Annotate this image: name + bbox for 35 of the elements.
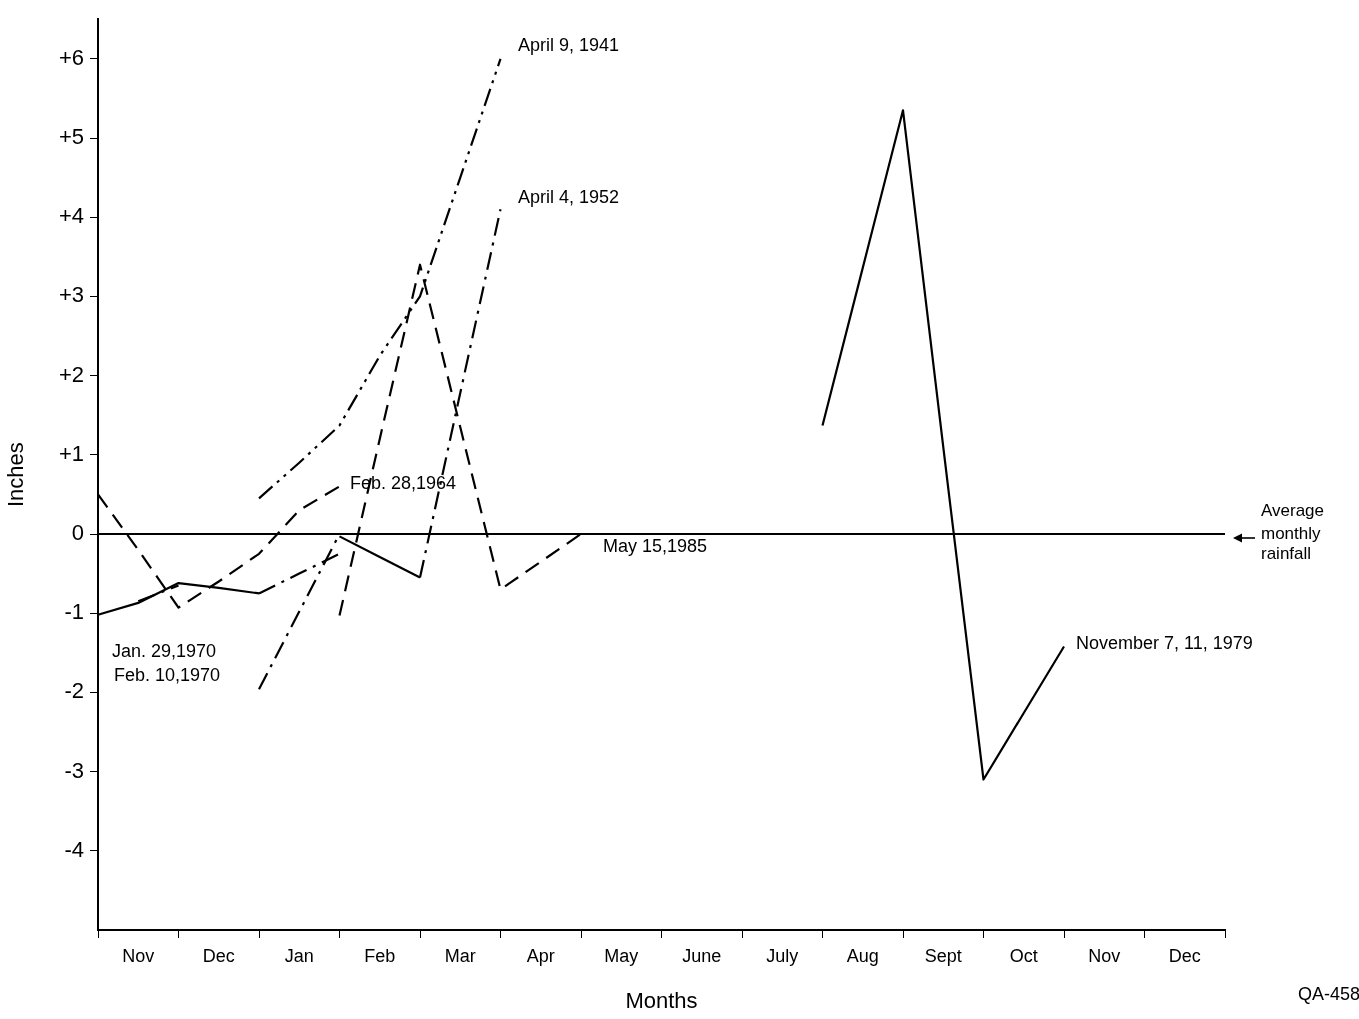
annotation: Feb. 10,1970 xyxy=(114,664,221,685)
x-tick-label: Dec xyxy=(1168,945,1201,966)
ref-line-label: Average monthly rainfall xyxy=(1261,500,1325,563)
y-tick-label: +4 xyxy=(58,203,84,229)
y-tick-label: +6 xyxy=(58,44,84,70)
y-tick-label: -1 xyxy=(64,599,84,625)
x-tick-label: Dec xyxy=(202,945,235,966)
annotation: November 7, 11, 1979 xyxy=(1076,632,1253,653)
x-tick-label: Sept xyxy=(924,945,962,966)
x-tick-label: Mar xyxy=(444,945,476,966)
x-tick-label: Jan xyxy=(284,945,314,966)
y-tick-label: +2 xyxy=(58,361,84,387)
x-tick-label: Apr xyxy=(526,945,555,966)
y-tick-label: 0 xyxy=(71,520,84,546)
y-tick-label: -3 xyxy=(64,757,84,783)
y-tick-label: +1 xyxy=(58,440,84,466)
x-tick-label: Nov xyxy=(122,945,155,966)
y-tick-label: +3 xyxy=(58,282,84,308)
annotation: April 4, 1952 xyxy=(518,186,620,207)
x-axis-title: Months xyxy=(625,987,698,1013)
x-tick-label: Oct xyxy=(1009,945,1038,966)
y-tick-label: -2 xyxy=(64,678,84,704)
x-tick-label: May xyxy=(604,945,639,966)
x-tick-label: Nov xyxy=(1088,945,1121,966)
y-tick-label: +5 xyxy=(58,124,84,150)
text: QA-458 xyxy=(1298,983,1359,1004)
x-tick-label: June xyxy=(682,945,722,966)
annotation: May 15,1985 xyxy=(603,535,708,556)
y-tick-label: -4 xyxy=(64,836,84,862)
x-tick-label: Feb xyxy=(364,945,396,966)
x-tick-label: Aug xyxy=(846,945,879,966)
y-axis-title: Inches xyxy=(3,442,29,508)
x-tick-label: July xyxy=(766,945,799,966)
annotation: April 9, 1941 xyxy=(518,34,620,55)
annotation: Jan. 29,1970 xyxy=(112,640,217,661)
